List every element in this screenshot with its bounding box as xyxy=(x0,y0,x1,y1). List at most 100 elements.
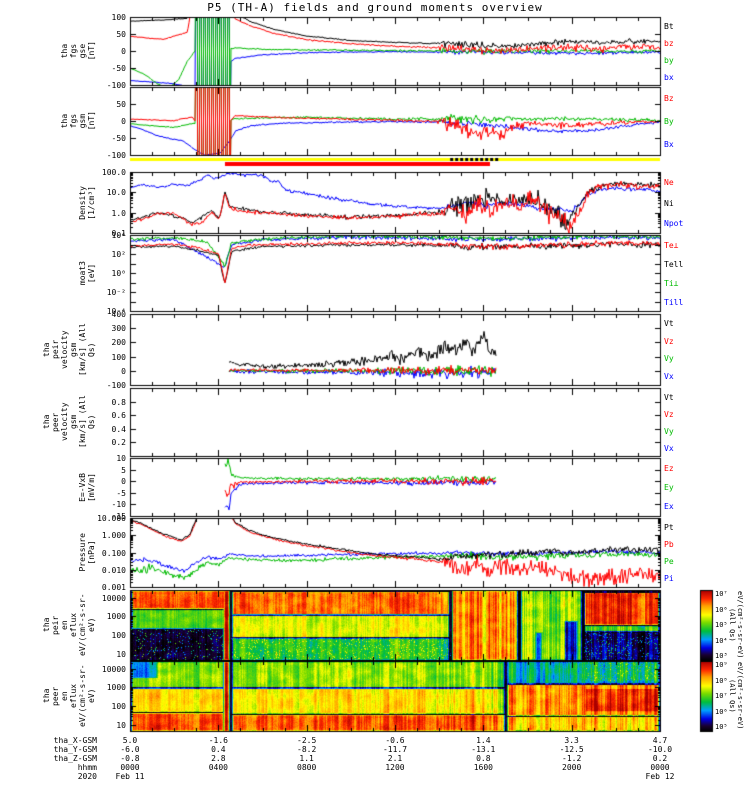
axis-row-value: 0800 xyxy=(297,763,317,772)
colorbar-tick-label: 10⁹ xyxy=(715,661,728,669)
axis-row-value: -11.7 xyxy=(382,745,408,754)
axis-row-value: -13.1 xyxy=(471,745,496,754)
axis-row-value: 2000 xyxy=(562,763,582,772)
axis-row-value: 5.0 xyxy=(122,736,138,745)
colorbar-tick-label: 10³ xyxy=(715,652,728,660)
page-title: P5 (TH-A) fields and ground moments over… xyxy=(207,1,543,14)
legend-bx: bx xyxy=(664,72,674,82)
axis-row-value: -1.2 xyxy=(562,754,582,763)
legend-Ey: Ey xyxy=(664,483,674,492)
y-tick-label: 10.0 xyxy=(106,188,126,198)
y-tick-label: -100 xyxy=(106,81,126,90)
y-tick-label: 10 xyxy=(116,650,126,660)
y-tick-label: 0 xyxy=(121,366,126,376)
y-tick-label: 0.2 xyxy=(111,438,126,448)
axis-row-label-1: tha_Y-GSM xyxy=(53,745,97,754)
legend-Ne: Ne xyxy=(664,178,674,188)
legend-Vz: Vz xyxy=(664,336,674,346)
y-tick-label: 200 xyxy=(111,338,126,348)
legend-Te⊥: Te⊥ xyxy=(664,240,679,250)
axis-row-value: 0.8 xyxy=(476,754,491,763)
y-tick-label: 100.0 xyxy=(101,168,126,177)
y-tick-label: 400 xyxy=(111,310,126,319)
axis-row-value: 4.7 xyxy=(652,736,668,745)
axis-row-label-2: tha_Z-GSM xyxy=(53,754,97,763)
y-tick-label: 50 xyxy=(116,100,126,109)
colorbar-tick-label: 10⁵ xyxy=(715,621,728,629)
legend-Pt: Pt xyxy=(664,522,674,532)
y-tick-label: 10 xyxy=(116,454,126,463)
axis-row-value: 0000 xyxy=(120,763,140,772)
y-tick-label: 0.1 xyxy=(111,229,126,238)
legend-Vx: Vx xyxy=(664,443,674,453)
axis-row-value: 0400 xyxy=(208,763,228,772)
spec-unit-text-spec_i: eV/(cm²-s-sr-eV) (All Qs) xyxy=(728,591,744,659)
y-tick-label: -50 xyxy=(111,64,126,73)
y-tick-label: 10000 xyxy=(101,593,126,603)
axis-row-value: -6.0 xyxy=(120,745,140,754)
legend-Ex: Ex xyxy=(664,502,674,512)
y-tick-label: 1000 xyxy=(106,612,126,622)
legend-Tell: Tell xyxy=(664,259,684,269)
y-tick-label: 10 xyxy=(116,721,126,731)
y-tick-label: 0 xyxy=(121,47,126,56)
y-tick-label: 100 xyxy=(111,13,126,22)
colorbar-tick-label: 10⁴ xyxy=(715,636,728,645)
legend-Pi: Pi xyxy=(664,574,674,584)
axis-row-value: -0.8 xyxy=(120,754,140,763)
date-end-label: Feb 12 xyxy=(645,772,675,781)
y-tick-label: 5 xyxy=(121,465,126,475)
colorbar-tick-label: 10⁷ xyxy=(715,692,728,700)
y-tick-label: 10⁴ xyxy=(111,231,126,240)
axis-row-value: 1600 xyxy=(473,763,493,772)
legend-by: by xyxy=(664,55,674,65)
legend-Till: Till xyxy=(664,297,684,307)
legend-Vx: Vx xyxy=(664,372,674,382)
y-tick-label: 0.100 xyxy=(101,548,126,558)
y-tick-label: -50 xyxy=(111,134,126,143)
axis-row-value: 2.8 xyxy=(211,754,226,763)
legend-bz: bz xyxy=(664,38,674,48)
legend-Vz: Vz xyxy=(664,409,674,419)
y-tick-label: 10⁻⁴ xyxy=(106,307,126,316)
legend-Pe: Pe xyxy=(664,557,674,567)
colorbar-tick-label: 10⁷ xyxy=(715,590,728,598)
ylabel-density: Density [1/cm³] xyxy=(50,172,96,233)
colorbar-tick-label: 10⁸ xyxy=(715,676,728,685)
axis-row-value: -12.5 xyxy=(559,745,584,754)
y-tick-label: 0.8 xyxy=(111,397,126,407)
spec-unit-text-spec_e: eV/(cm²-s-sr-eV) (All Qs) xyxy=(728,662,744,730)
axis-row-label-0: tha_X-GSM xyxy=(53,736,97,745)
axis-row-value: 1.4 xyxy=(476,736,491,745)
y-tick-label: 0.010 xyxy=(101,565,126,575)
axis-row-value: 3.3 xyxy=(564,736,579,745)
y-tick-label: 10² xyxy=(111,250,126,259)
date-start-label: Feb 11 xyxy=(115,772,145,781)
y-tick-label: 10⁻² xyxy=(106,288,126,297)
legend-Bt: Bt xyxy=(664,21,674,31)
colorbar-tick-label: 10⁶ xyxy=(715,707,728,716)
legend-Vy: Vy xyxy=(664,354,674,364)
year-label: 2020 xyxy=(77,772,97,781)
y-tick-label: 10⁰ xyxy=(111,269,126,278)
legend-Vy: Vy xyxy=(664,426,674,436)
axis-row-value: 0000 xyxy=(650,763,670,772)
y-tick-label: 100 xyxy=(111,702,126,712)
legend-Ez: Ez xyxy=(664,463,674,473)
axis-row-value: 2.1 xyxy=(387,754,403,763)
y-tick-label: -5 xyxy=(116,488,126,498)
axis-row-value: 0.2 xyxy=(652,754,668,763)
legend-By: By xyxy=(664,117,674,126)
y-tick-label: -100 xyxy=(106,381,126,390)
axis-row-value: -8.2 xyxy=(297,745,317,754)
y-tick-label: 0.6 xyxy=(111,411,126,421)
legend-Bz: Bz xyxy=(664,94,674,104)
axis-row-value: 1200 xyxy=(385,763,405,772)
legend-Vt: Vt xyxy=(664,318,674,328)
axis-row-value: 0.4 xyxy=(211,745,226,754)
axis-row-value: -0.6 xyxy=(385,736,405,745)
y-tick-label: 0.001 xyxy=(101,583,126,592)
y-tick-label: -100 xyxy=(106,151,126,160)
